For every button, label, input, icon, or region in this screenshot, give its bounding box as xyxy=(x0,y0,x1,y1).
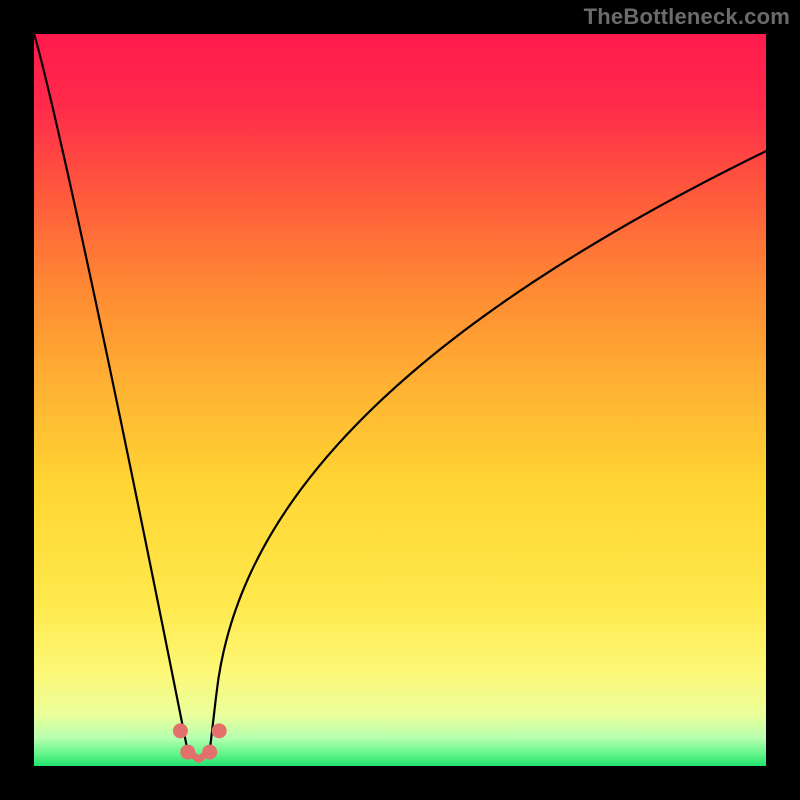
valley-marker xyxy=(212,723,227,738)
bottleneck-chart xyxy=(0,0,800,800)
valley-marker xyxy=(180,745,195,760)
valley-marker xyxy=(173,723,188,738)
watermark: TheBottleneck.com xyxy=(584,4,790,30)
plot-area xyxy=(34,34,766,766)
chart-stage: TheBottleneck.com xyxy=(0,0,800,800)
valley-marker xyxy=(202,745,217,760)
